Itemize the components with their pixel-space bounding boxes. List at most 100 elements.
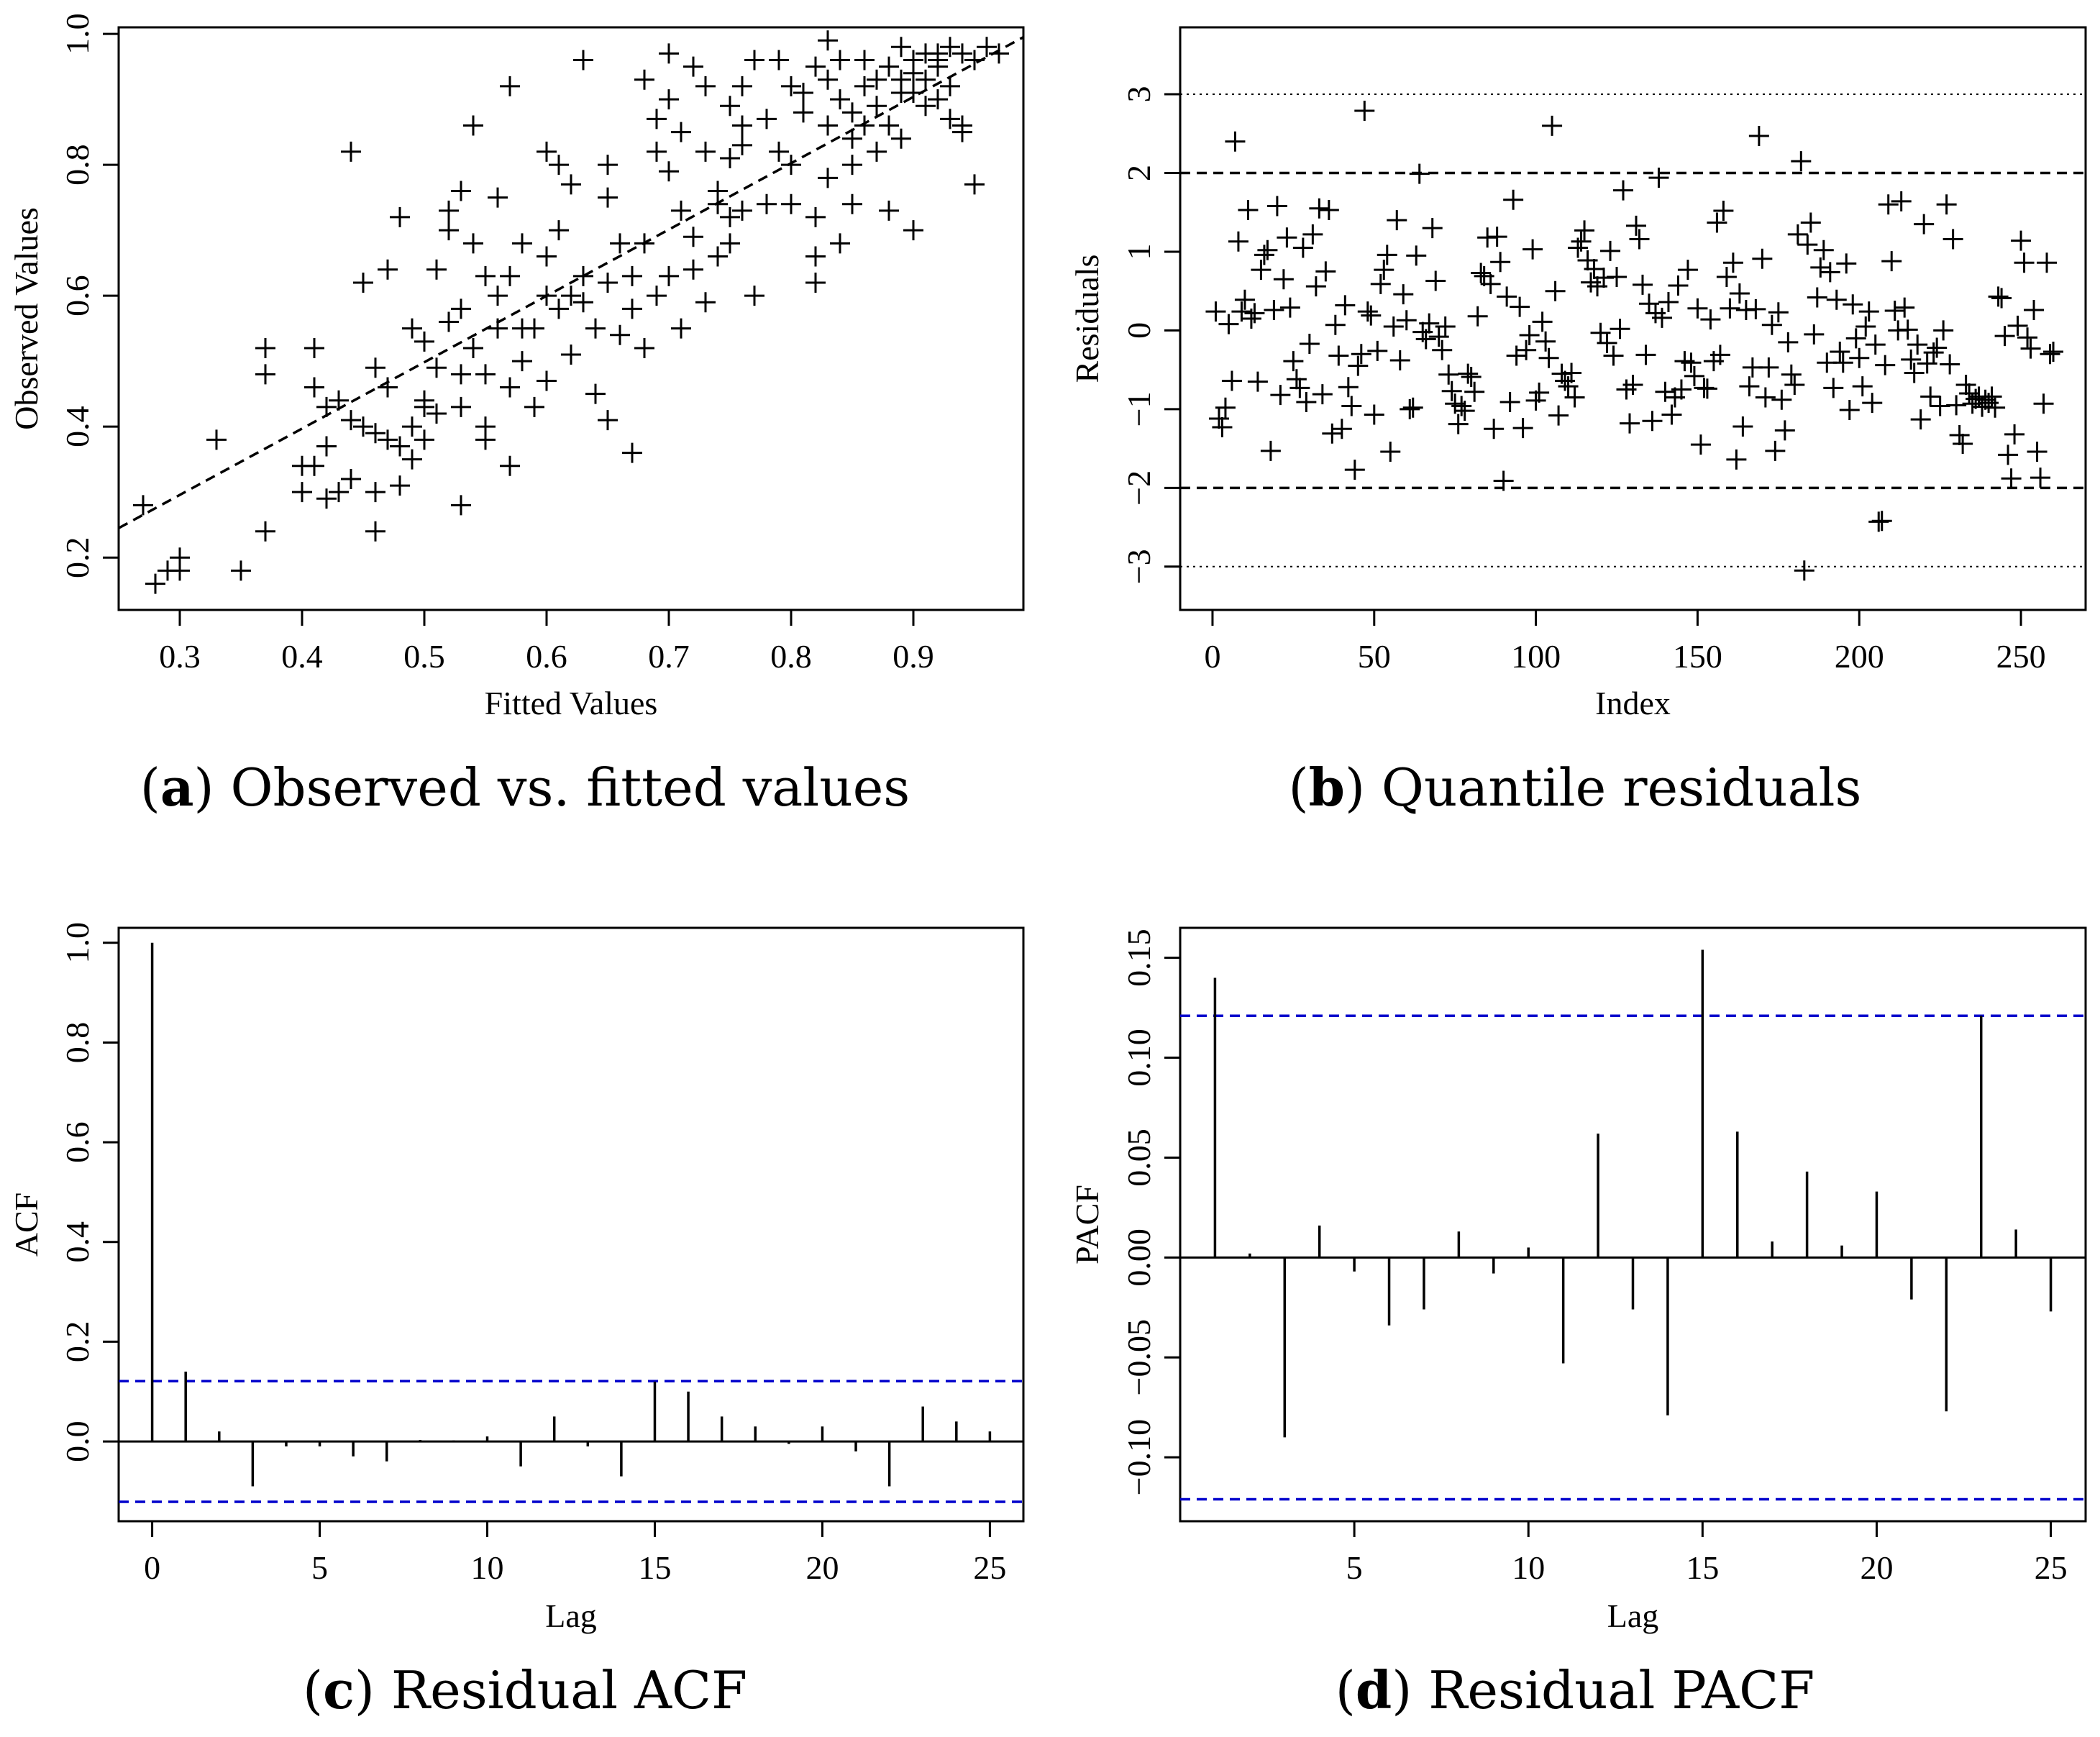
chart-b-point — [1600, 240, 1621, 261]
chart-a-point — [818, 168, 838, 188]
chart-a-point — [463, 337, 483, 358]
chart-b-point — [1435, 316, 1456, 337]
chart-b-point — [1289, 378, 1310, 398]
chart-a-point — [805, 206, 826, 227]
chart-b-point — [1205, 301, 1226, 322]
chart-c-xtick-label: 20 — [805, 1549, 839, 1586]
chart-a-panel: 0.3 0.4 0.5 0.6 0.7 0.8 0.9 0.2 0.4 0.6 0.8 1.0 Fitt… — [8, 13, 1025, 721]
chart-b-point — [1981, 386, 2002, 407]
chart-b-point — [1357, 301, 1378, 322]
chart-b-point — [1535, 331, 1556, 352]
chart-a-point — [206, 429, 227, 450]
chart-b-point — [1458, 363, 1479, 384]
chart-b-point — [1768, 302, 1789, 323]
chart-b-point — [1709, 345, 1730, 365]
chart-b-point — [1677, 260, 1698, 281]
chart-a-point — [854, 76, 875, 96]
chart-a-point — [426, 403, 447, 424]
chart-b-point — [1490, 252, 1511, 273]
chart-a-point — [537, 246, 557, 267]
chart-b-point — [1341, 396, 1362, 416]
chart-a-point — [451, 495, 471, 516]
chart-b-point — [1752, 248, 1773, 269]
chart-b-point — [1448, 414, 1469, 434]
chart-b-point — [1529, 382, 1550, 403]
chart-b-point — [1758, 357, 1779, 378]
chart-a-point — [695, 76, 716, 96]
chart-b-point — [1335, 295, 1356, 316]
chart-a-point — [488, 286, 508, 306]
chart-a-ytick-label: 0.6 — [59, 275, 96, 316]
chart-b-point — [1607, 266, 1628, 287]
chart-b-point — [1234, 289, 1255, 310]
chart-b-point — [1765, 440, 1786, 461]
chart-a-point — [952, 43, 972, 64]
chart-b-xtick-label: 150 — [1673, 638, 1722, 675]
chart-b-point — [1836, 253, 1857, 274]
chart-a-point — [720, 206, 740, 227]
chart-b-point — [2037, 252, 2058, 273]
chart-b-point — [1823, 378, 1844, 398]
chart-a-point — [634, 69, 654, 90]
chart-b-point — [1351, 344, 1371, 365]
chart-b-point — [1655, 381, 1676, 402]
chart-b-point — [1994, 326, 2015, 347]
chart-b-point — [1858, 301, 1879, 322]
chart-a-point — [659, 265, 679, 286]
chart-b-point — [1658, 292, 1679, 313]
chart-b-point — [1807, 287, 1827, 308]
chart-a-point — [378, 259, 398, 280]
chart-b-point — [1322, 423, 1343, 444]
chart-a-point — [378, 429, 398, 450]
chart-b-point — [1914, 214, 1935, 234]
chart-b-point — [1729, 283, 1750, 304]
chart-a-point — [488, 187, 508, 208]
chart-a-point — [573, 292, 593, 313]
chart-a-frame — [117, 26, 1025, 611]
chart-b-point — [1415, 329, 1436, 350]
chart-a-point — [952, 115, 972, 136]
chart-c-xtick-label: 15 — [638, 1549, 671, 1586]
chart-b-point — [1561, 363, 1582, 383]
chart-c-ylabel: ACF — [8, 1193, 45, 1257]
chart-b-point — [1441, 380, 1462, 401]
chart-b-point — [1610, 319, 1630, 339]
chart-a-point — [720, 148, 740, 169]
chart-b-point — [1875, 355, 1896, 375]
chart-b-point — [1283, 351, 1304, 372]
chart-b-point — [1564, 387, 1585, 408]
chart-d-ytick-label: 0.00 — [1120, 1228, 1157, 1287]
chart-a-point — [903, 220, 923, 241]
chart-a-point — [916, 96, 936, 117]
chart-a-point — [964, 174, 985, 195]
chart-b-point — [1244, 303, 1265, 324]
chart-a-point — [622, 442, 642, 463]
chart-c-xtick-label: 5 — [311, 1549, 328, 1586]
chart-b-point — [1635, 345, 1656, 365]
chart-a-point — [537, 286, 557, 306]
chart-b-point — [1409, 163, 1430, 184]
chart-a-point — [304, 377, 324, 398]
chart-b-point — [1497, 286, 1517, 307]
chart-b-point — [1671, 379, 1692, 400]
chart-b-point — [1212, 417, 1233, 438]
chart-b-point — [1286, 369, 1307, 390]
chart-b-point — [1865, 334, 1886, 355]
chart-b-point — [1574, 220, 1595, 241]
chart-a-point — [353, 416, 373, 437]
chart-b-point — [2011, 230, 2032, 251]
chart-a-point — [475, 265, 496, 286]
chart-a-point — [757, 109, 777, 129]
chart-a-point — [683, 227, 703, 247]
chart-a-point — [610, 324, 630, 345]
chart-a-point — [255, 521, 275, 542]
chart-a-point — [341, 410, 361, 431]
chart-a-point — [598, 187, 618, 208]
chart-b-point — [1512, 418, 1533, 439]
chart-b-point — [1273, 269, 1294, 290]
chart-d-ytick-label: 0.10 — [1120, 1029, 1157, 1087]
chart-a-point — [365, 357, 385, 378]
chart-b-point — [1325, 314, 1346, 335]
chart-a-point — [512, 351, 532, 372]
chart-a-point — [940, 109, 960, 129]
